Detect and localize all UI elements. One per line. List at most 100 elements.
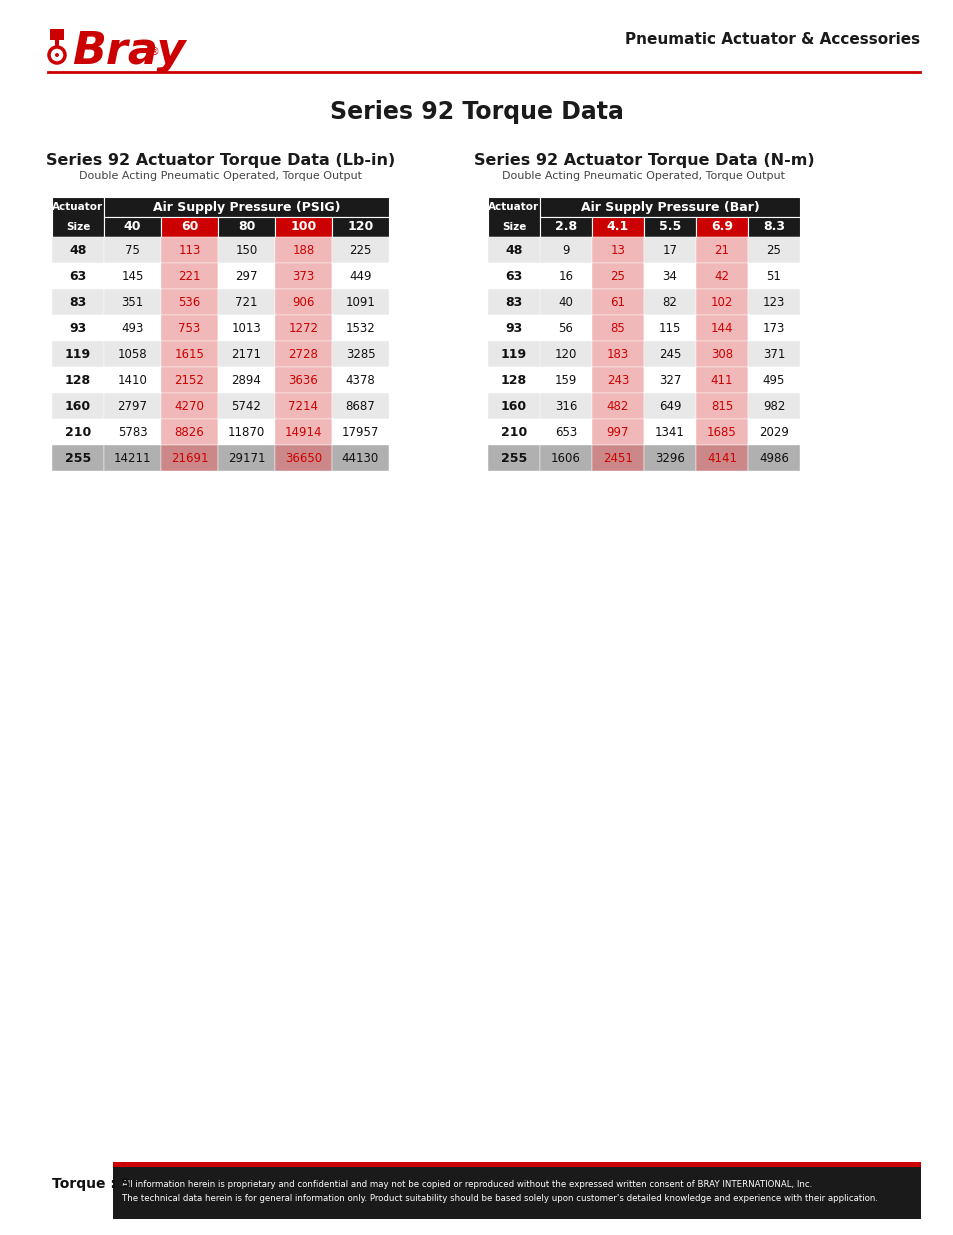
Text: 815: 815 — [710, 399, 732, 412]
Circle shape — [55, 53, 59, 57]
Bar — [161, 341, 218, 367]
Text: 21691: 21691 — [171, 452, 208, 464]
Bar — [332, 289, 389, 315]
Text: 48: 48 — [505, 243, 522, 257]
Text: 128: 128 — [500, 373, 526, 387]
Text: 9: 9 — [561, 243, 569, 257]
Text: 316: 316 — [555, 399, 577, 412]
Text: 1058: 1058 — [117, 347, 147, 361]
Bar — [274, 341, 332, 367]
Bar — [488, 315, 539, 341]
Text: 150: 150 — [235, 243, 257, 257]
Bar — [274, 237, 332, 263]
Bar — [52, 341, 104, 367]
Text: 1272: 1272 — [288, 321, 318, 335]
Text: 11870: 11870 — [228, 426, 265, 438]
Text: 297: 297 — [235, 269, 257, 283]
Bar — [592, 237, 643, 263]
Text: Bray: Bray — [71, 30, 185, 73]
Text: 60: 60 — [181, 221, 198, 233]
Text: 173: 173 — [762, 321, 784, 335]
Text: 100: 100 — [290, 221, 316, 233]
Text: 997: 997 — [606, 426, 629, 438]
Text: 14914: 14914 — [284, 426, 322, 438]
Text: 411: 411 — [710, 373, 733, 387]
Text: 5783: 5783 — [117, 426, 147, 438]
Bar — [332, 263, 389, 289]
Bar — [488, 263, 539, 289]
Bar — [104, 237, 161, 263]
Bar — [218, 289, 274, 315]
Text: 721: 721 — [235, 295, 257, 309]
Bar — [696, 315, 747, 341]
Text: ®: ® — [150, 47, 159, 57]
Text: 243: 243 — [606, 373, 629, 387]
Bar — [104, 445, 161, 471]
Bar — [539, 289, 592, 315]
Bar — [52, 315, 104, 341]
Text: 2171: 2171 — [232, 347, 261, 361]
Text: 4986: 4986 — [759, 452, 788, 464]
Text: 2.8: 2.8 — [555, 221, 577, 233]
Bar — [747, 419, 800, 445]
Bar — [161, 315, 218, 341]
Bar — [539, 217, 592, 237]
Bar — [274, 315, 332, 341]
Text: 210: 210 — [65, 426, 91, 438]
Bar — [539, 393, 592, 419]
Text: 113: 113 — [178, 243, 200, 257]
Text: 48: 48 — [70, 243, 87, 257]
Bar — [539, 237, 592, 263]
Text: 128: 128 — [65, 373, 91, 387]
Bar — [643, 445, 696, 471]
Text: 8.3: 8.3 — [762, 221, 784, 233]
Text: Actuator: Actuator — [488, 203, 539, 212]
Bar — [332, 445, 389, 471]
Text: 2029: 2029 — [759, 426, 788, 438]
Bar — [161, 445, 218, 471]
Bar — [52, 419, 104, 445]
Bar — [488, 341, 539, 367]
Text: Torque : 5: Torque : 5 — [52, 1177, 131, 1191]
Bar — [696, 217, 747, 237]
Bar — [488, 237, 539, 263]
Text: 536: 536 — [178, 295, 200, 309]
Text: 145: 145 — [121, 269, 144, 283]
Text: 1013: 1013 — [232, 321, 261, 335]
Bar — [274, 445, 332, 471]
Bar — [104, 217, 161, 237]
Text: 4378: 4378 — [345, 373, 375, 387]
Text: 80: 80 — [237, 221, 254, 233]
Bar — [218, 341, 274, 367]
Bar — [696, 419, 747, 445]
Text: 21: 21 — [714, 243, 729, 257]
Text: 29171: 29171 — [228, 452, 265, 464]
Text: 327: 327 — [659, 373, 680, 387]
Bar — [332, 341, 389, 367]
Text: 210: 210 — [500, 426, 527, 438]
Text: Series 92 Actuator Torque Data (Lb-in): Series 92 Actuator Torque Data (Lb-in) — [46, 153, 395, 168]
Bar — [218, 393, 274, 419]
Text: 351: 351 — [121, 295, 144, 309]
Text: 3296: 3296 — [655, 452, 684, 464]
Bar — [52, 289, 104, 315]
Bar — [696, 341, 747, 367]
Text: 753: 753 — [178, 321, 200, 335]
Text: 4270: 4270 — [174, 399, 204, 412]
Bar — [747, 237, 800, 263]
Bar — [539, 198, 800, 217]
Text: 51: 51 — [766, 269, 781, 283]
Text: The technical data herein is for general information only. Product suitability s: The technical data herein is for general… — [122, 1194, 877, 1203]
Text: 144: 144 — [710, 321, 733, 335]
Bar — [274, 367, 332, 393]
Bar — [592, 367, 643, 393]
Bar — [747, 367, 800, 393]
Bar — [332, 367, 389, 393]
Text: 14211: 14211 — [113, 452, 152, 464]
Bar — [696, 263, 747, 289]
Bar — [592, 289, 643, 315]
Text: 115: 115 — [659, 321, 680, 335]
Bar — [592, 315, 643, 341]
Text: 1685: 1685 — [706, 426, 736, 438]
Bar — [218, 217, 274, 237]
